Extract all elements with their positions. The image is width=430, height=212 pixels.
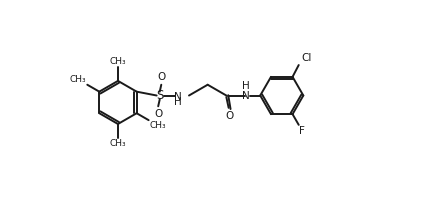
Text: CH₃: CH₃ <box>70 75 86 84</box>
Text: H: H <box>174 98 181 107</box>
Text: CH₃: CH₃ <box>149 121 166 130</box>
Text: F: F <box>299 126 305 136</box>
Text: H: H <box>243 81 250 91</box>
Text: N: N <box>174 92 181 102</box>
Text: S: S <box>156 89 163 102</box>
Text: O: O <box>154 109 162 119</box>
Text: O: O <box>157 73 166 82</box>
Text: CH₃: CH₃ <box>110 57 126 66</box>
Text: O: O <box>225 111 233 121</box>
Text: CH₃: CH₃ <box>110 139 126 148</box>
Text: Cl: Cl <box>301 53 311 63</box>
Text: N: N <box>243 91 250 101</box>
